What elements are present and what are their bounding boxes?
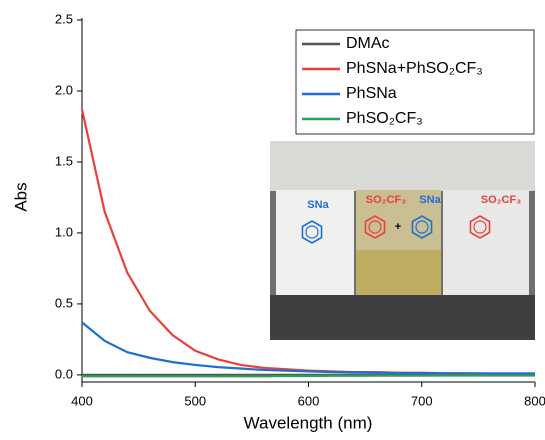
benzene-ring (305, 225, 319, 239)
y-tick-label: 0.5 (55, 295, 73, 310)
inset-photo (270, 141, 535, 340)
legend-box (295, 29, 535, 135)
x-tick-label: 700 (411, 393, 433, 408)
legend-label: PhSNa+PhSO₂CF₃ (346, 60, 483, 77)
series-line (82, 374, 535, 378)
benzene-ring (473, 220, 487, 234)
y-tick-label: 1.0 (55, 224, 73, 239)
series-line (81, 321, 535, 375)
inset-label: SNa (307, 199, 329, 211)
y-tick-label: 2.0 (55, 82, 73, 97)
benzene-ring (364, 215, 386, 239)
benzene-ring (368, 220, 382, 234)
benzene-ring (469, 215, 491, 239)
x-axis-title: Wavelength (nm) (244, 413, 373, 432)
x-tick-label: 500 (184, 393, 206, 408)
y-tick-label: 0.0 (55, 366, 73, 381)
legend-label: DMAc (346, 35, 390, 52)
benzene-ring (415, 220, 429, 234)
legend-label: PhSNa (346, 85, 397, 102)
x-tick-label: 800 (524, 393, 545, 408)
y-tick-label: 2.5 (55, 11, 73, 26)
inset-label: SO₂CF₃ (366, 194, 407, 206)
benzene-ring (301, 220, 323, 244)
benzene-ring (411, 215, 433, 239)
y-tick-label: 1.5 (55, 153, 73, 168)
inset-label: + (395, 221, 401, 233)
x-tick-label: 600 (298, 393, 320, 408)
x-tick-label: 400 (71, 393, 93, 408)
inset-label: SO₂CF₃ (481, 194, 522, 206)
inset-label: SNa (419, 194, 441, 206)
legend-label: PhSO₂CF₃ (346, 110, 423, 127)
y-axis-title: Abs (11, 182, 30, 211)
